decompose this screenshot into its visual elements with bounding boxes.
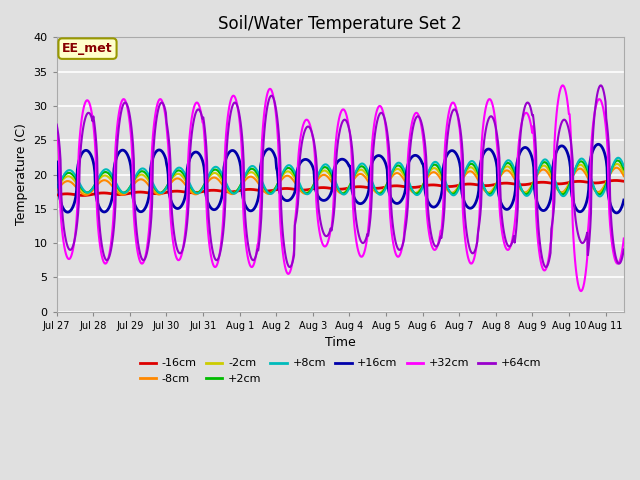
Line: +16cm: +16cm bbox=[57, 144, 624, 213]
-2cm bbox=[474, 173, 482, 179]
+8cm bbox=[316, 168, 324, 173]
+2cm bbox=[474, 168, 481, 174]
-2cm bbox=[55, 182, 63, 188]
+64cm bbox=[460, 173, 467, 179]
-8cm bbox=[460, 173, 468, 179]
+8cm bbox=[474, 165, 481, 171]
Line: -8cm: -8cm bbox=[57, 168, 624, 195]
+64cm bbox=[474, 239, 481, 245]
+64cm bbox=[597, 83, 605, 88]
Title: Soil/Water Temperature Set 2: Soil/Water Temperature Set 2 bbox=[218, 15, 462, 33]
+2cm bbox=[295, 180, 303, 186]
+64cm bbox=[295, 190, 303, 196]
-8cm bbox=[474, 177, 482, 182]
-8cm bbox=[53, 187, 61, 193]
-2cm bbox=[613, 161, 621, 167]
+32cm bbox=[132, 239, 140, 244]
+32cm bbox=[316, 232, 324, 238]
Line: +32cm: +32cm bbox=[57, 85, 624, 291]
+16cm bbox=[55, 190, 63, 195]
X-axis label: Time: Time bbox=[325, 336, 356, 349]
+8cm bbox=[614, 155, 622, 161]
+64cm bbox=[620, 247, 628, 252]
Text: EE_met: EE_met bbox=[62, 42, 113, 55]
+32cm bbox=[295, 150, 303, 156]
Line: -16cm: -16cm bbox=[57, 180, 624, 195]
+16cm bbox=[460, 197, 467, 203]
-16cm bbox=[53, 192, 61, 198]
+16cm bbox=[595, 142, 602, 147]
Line: +8cm: +8cm bbox=[57, 158, 624, 196]
+16cm bbox=[620, 197, 628, 203]
+32cm bbox=[55, 154, 63, 159]
+16cm bbox=[295, 163, 303, 169]
+2cm bbox=[460, 172, 467, 178]
-2cm bbox=[317, 170, 324, 176]
-8cm bbox=[296, 186, 303, 192]
+16cm bbox=[613, 210, 621, 216]
-8cm bbox=[133, 178, 141, 184]
+32cm bbox=[460, 219, 467, 225]
-2cm bbox=[296, 184, 303, 190]
-2cm bbox=[620, 170, 628, 176]
Line: +2cm: +2cm bbox=[57, 160, 624, 194]
-2cm bbox=[460, 171, 468, 177]
-2cm bbox=[83, 190, 90, 196]
+8cm bbox=[295, 178, 303, 184]
-2cm bbox=[133, 175, 141, 180]
+32cm bbox=[474, 237, 481, 243]
-16cm bbox=[79, 192, 87, 198]
+16cm bbox=[316, 196, 324, 202]
+2cm bbox=[614, 157, 621, 163]
+16cm bbox=[132, 204, 140, 210]
Line: -2cm: -2cm bbox=[57, 164, 624, 193]
+8cm bbox=[460, 173, 467, 179]
-8cm bbox=[317, 173, 324, 179]
+8cm bbox=[53, 185, 61, 191]
+8cm bbox=[596, 193, 604, 199]
+2cm bbox=[620, 167, 628, 172]
-16cm bbox=[460, 181, 468, 187]
+16cm bbox=[53, 159, 61, 165]
+2cm bbox=[316, 168, 324, 174]
+8cm bbox=[55, 181, 63, 187]
-16cm bbox=[133, 189, 141, 195]
-16cm bbox=[55, 192, 63, 197]
-16cm bbox=[474, 182, 482, 188]
Line: +64cm: +64cm bbox=[57, 85, 624, 267]
+2cm bbox=[53, 184, 61, 190]
+64cm bbox=[542, 264, 550, 270]
-8cm bbox=[620, 173, 628, 179]
-8cm bbox=[82, 192, 90, 198]
+32cm bbox=[577, 288, 585, 294]
+64cm bbox=[55, 138, 63, 144]
+64cm bbox=[132, 222, 140, 228]
+64cm bbox=[53, 122, 61, 128]
+2cm bbox=[55, 181, 63, 187]
Legend: -16cm, -8cm, -2cm, +2cm, +8cm, +16cm, +32cm, +64cm: -16cm, -8cm, -2cm, +2cm, +8cm, +16cm, +3… bbox=[135, 354, 545, 388]
Y-axis label: Temperature (C): Temperature (C) bbox=[15, 123, 28, 226]
+32cm bbox=[620, 236, 628, 241]
-8cm bbox=[612, 165, 620, 170]
-16cm bbox=[620, 179, 628, 184]
-16cm bbox=[612, 178, 620, 183]
+64cm bbox=[316, 216, 324, 222]
+8cm bbox=[132, 172, 140, 178]
+2cm bbox=[596, 192, 604, 197]
+32cm bbox=[53, 126, 61, 132]
-2cm bbox=[53, 185, 61, 191]
-16cm bbox=[296, 187, 303, 193]
-8cm bbox=[55, 185, 63, 191]
-16cm bbox=[317, 185, 324, 191]
+32cm bbox=[559, 83, 566, 88]
+2cm bbox=[132, 173, 140, 179]
+16cm bbox=[474, 195, 481, 201]
+8cm bbox=[620, 163, 628, 169]
